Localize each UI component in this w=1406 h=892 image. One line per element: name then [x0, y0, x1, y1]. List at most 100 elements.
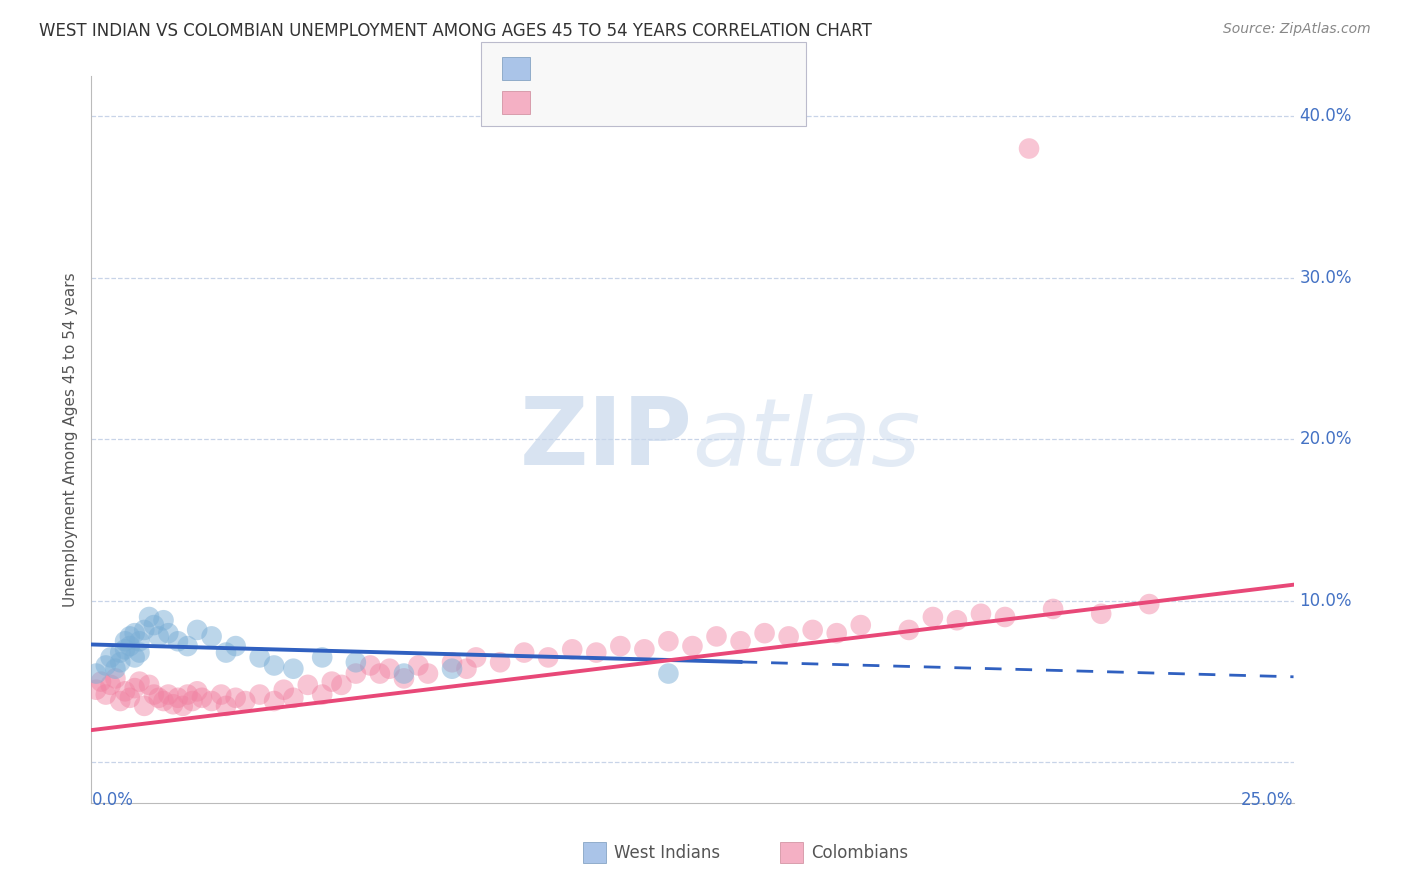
Text: R =: R = — [536, 94, 575, 112]
Point — [142, 618, 165, 632]
Point — [142, 688, 165, 702]
Text: Source: ZipAtlas.com: Source: ZipAtlas.com — [1223, 22, 1371, 37]
Point — [344, 666, 367, 681]
Text: R =: R = — [536, 60, 575, 78]
Point — [233, 694, 256, 708]
Point — [263, 694, 285, 708]
Point — [897, 623, 920, 637]
Text: 30.0%: 30.0% — [1299, 268, 1353, 286]
Point — [191, 690, 214, 705]
Point — [585, 646, 607, 660]
Text: N =: N = — [634, 94, 673, 112]
Point — [609, 639, 631, 653]
Point — [134, 623, 156, 637]
Point — [849, 618, 872, 632]
Point — [84, 666, 107, 681]
Point — [201, 629, 224, 643]
Point — [225, 690, 247, 705]
Point — [84, 682, 107, 697]
Point — [1018, 142, 1040, 156]
Point — [128, 674, 150, 689]
Point — [730, 634, 752, 648]
Point — [167, 690, 190, 705]
Text: 0.0%: 0.0% — [91, 791, 134, 810]
Text: 40.0%: 40.0% — [1299, 107, 1353, 125]
Point — [215, 646, 238, 660]
Point — [344, 655, 367, 669]
Point — [94, 688, 117, 702]
Point — [167, 634, 190, 648]
Point — [283, 662, 305, 676]
Point — [513, 646, 536, 660]
Point — [440, 655, 463, 669]
Point — [825, 626, 848, 640]
Point — [148, 690, 170, 705]
Point — [201, 694, 224, 708]
Text: 20.0%: 20.0% — [1299, 430, 1353, 449]
Point — [1042, 602, 1064, 616]
Point — [249, 650, 271, 665]
Point — [489, 655, 512, 669]
Text: -0.147: -0.147 — [569, 60, 634, 78]
Point — [138, 678, 160, 692]
Text: West Indians: West Indians — [614, 844, 720, 862]
Point — [273, 682, 295, 697]
Point — [172, 698, 194, 713]
Point — [633, 642, 655, 657]
Point — [465, 650, 488, 665]
Point — [181, 694, 204, 708]
Point — [138, 610, 160, 624]
Point — [152, 694, 174, 708]
Point — [368, 666, 391, 681]
Point — [561, 642, 583, 657]
Point — [134, 698, 156, 713]
Point — [157, 626, 180, 640]
Point — [263, 658, 285, 673]
Point — [118, 629, 141, 643]
Point — [754, 626, 776, 640]
Point — [128, 646, 150, 660]
Text: Colombians: Colombians — [811, 844, 908, 862]
Point — [100, 650, 122, 665]
Point — [209, 688, 232, 702]
Point — [416, 666, 439, 681]
Point — [90, 674, 112, 689]
Point — [922, 610, 945, 624]
Point — [311, 688, 333, 702]
Point — [378, 662, 401, 676]
Point — [104, 672, 127, 686]
Text: 34: 34 — [665, 60, 690, 78]
Point — [801, 623, 824, 637]
Point — [110, 646, 132, 660]
Point — [114, 634, 136, 648]
Point — [408, 658, 430, 673]
Text: atlas: atlas — [692, 393, 921, 485]
Point — [114, 684, 136, 698]
Point — [225, 639, 247, 653]
Point — [215, 698, 238, 713]
Text: 71: 71 — [665, 94, 690, 112]
Point — [124, 681, 146, 695]
Point — [456, 662, 478, 676]
Point — [104, 662, 127, 676]
Point — [657, 666, 679, 681]
Point — [392, 672, 415, 686]
Text: 0.341: 0.341 — [569, 94, 633, 112]
Point — [297, 678, 319, 692]
Point — [249, 688, 271, 702]
Point — [157, 688, 180, 702]
Point — [124, 650, 146, 665]
Point — [311, 650, 333, 665]
Point — [321, 674, 343, 689]
Point — [162, 698, 184, 712]
Point — [148, 629, 170, 643]
Point — [706, 629, 728, 643]
Point — [1137, 597, 1160, 611]
Point — [778, 629, 800, 643]
Point — [1090, 607, 1112, 621]
Point — [946, 613, 969, 627]
Point — [392, 666, 415, 681]
Point — [283, 690, 305, 705]
Point — [128, 634, 150, 648]
Text: 10.0%: 10.0% — [1299, 592, 1353, 610]
